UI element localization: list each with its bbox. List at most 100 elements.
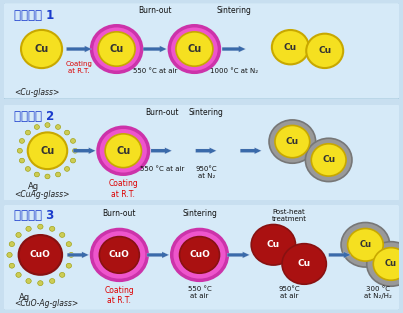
Circle shape (45, 123, 50, 127)
Text: Burn-out: Burn-out (138, 6, 172, 15)
Circle shape (64, 167, 70, 171)
Circle shape (50, 226, 55, 231)
Circle shape (269, 120, 316, 163)
Circle shape (45, 174, 50, 179)
Circle shape (172, 229, 227, 280)
Circle shape (56, 125, 60, 129)
Text: Ag: Ag (28, 182, 39, 191)
Circle shape (180, 237, 220, 273)
Circle shape (25, 167, 31, 171)
FancyArrow shape (143, 46, 167, 52)
FancyBboxPatch shape (3, 2, 400, 100)
FancyArrow shape (195, 147, 216, 154)
Circle shape (66, 242, 72, 247)
Circle shape (251, 224, 295, 265)
Circle shape (60, 272, 65, 277)
Circle shape (91, 26, 141, 72)
Text: Coating
at R.T.: Coating at R.T. (104, 286, 134, 305)
Text: Cu: Cu (116, 146, 131, 156)
Circle shape (275, 126, 310, 158)
Circle shape (98, 127, 149, 174)
Text: 프로세스 1: 프로세스 1 (14, 9, 54, 22)
Circle shape (73, 148, 78, 153)
Text: Cu: Cu (187, 44, 202, 54)
Circle shape (367, 242, 403, 286)
FancyArrow shape (151, 147, 172, 154)
FancyArrow shape (329, 252, 351, 258)
Text: Burn-out: Burn-out (145, 108, 179, 117)
Text: <CuAg-glass>: <CuAg-glass> (14, 190, 69, 199)
Text: 1000 °C at N₂: 1000 °C at N₂ (210, 68, 258, 74)
Text: 300 °C
at N₂/H₂: 300 °C at N₂/H₂ (364, 286, 393, 299)
Text: Sintering: Sintering (189, 108, 224, 117)
Circle shape (272, 30, 309, 64)
Text: Cu: Cu (359, 240, 372, 249)
Text: Cu: Cu (110, 44, 124, 54)
Circle shape (26, 279, 31, 284)
Circle shape (306, 34, 343, 68)
Circle shape (91, 229, 147, 280)
Circle shape (100, 237, 139, 273)
Circle shape (71, 139, 76, 143)
Text: Sintering: Sintering (182, 209, 217, 218)
Text: Cu: Cu (318, 46, 331, 55)
Circle shape (7, 253, 12, 257)
FancyArrow shape (73, 147, 96, 154)
Text: Sintering: Sintering (216, 6, 251, 15)
Text: <Cu-glass>: <Cu-glass> (14, 88, 59, 97)
Text: Cu: Cu (286, 137, 299, 146)
Circle shape (37, 281, 43, 285)
Circle shape (9, 263, 15, 268)
Text: Cu: Cu (385, 259, 397, 269)
FancyArrow shape (66, 46, 92, 52)
FancyArrow shape (227, 252, 250, 258)
Text: Cu: Cu (34, 44, 49, 54)
Circle shape (9, 242, 15, 247)
Text: Burn-out: Burn-out (103, 209, 136, 218)
FancyBboxPatch shape (3, 104, 400, 202)
Text: Cu: Cu (40, 146, 54, 156)
FancyBboxPatch shape (3, 204, 400, 311)
Text: Post-heat
treatment: Post-heat treatment (272, 209, 307, 222)
Circle shape (50, 279, 55, 284)
Circle shape (71, 158, 76, 163)
Circle shape (311, 144, 346, 176)
Text: Cu: Cu (267, 240, 280, 249)
Circle shape (19, 158, 25, 163)
Text: <CuO-Ag-glass>: <CuO-Ag-glass> (14, 300, 78, 308)
FancyArrow shape (147, 252, 169, 258)
Circle shape (17, 148, 23, 153)
Circle shape (282, 244, 326, 284)
Circle shape (34, 125, 39, 129)
Text: 950°C
at air: 950°C at air (278, 286, 300, 299)
Text: 950°C
at N₂: 950°C at N₂ (195, 166, 217, 179)
Circle shape (176, 32, 213, 66)
Text: Cu: Cu (298, 259, 311, 269)
Circle shape (66, 263, 72, 268)
Circle shape (21, 30, 62, 68)
Circle shape (341, 223, 390, 267)
Text: CuO: CuO (109, 250, 130, 259)
FancyArrow shape (240, 147, 262, 154)
Circle shape (60, 233, 65, 237)
Circle shape (169, 26, 220, 72)
FancyArrow shape (67, 252, 89, 258)
Text: CuO: CuO (30, 250, 51, 259)
Circle shape (26, 226, 31, 231)
Circle shape (37, 224, 43, 229)
Circle shape (64, 130, 70, 135)
Text: CuO: CuO (189, 250, 210, 259)
Circle shape (34, 172, 39, 177)
Circle shape (98, 32, 135, 66)
Text: 550 °C at air: 550 °C at air (133, 68, 177, 74)
Circle shape (105, 134, 141, 168)
Text: 550 °C at air: 550 °C at air (140, 166, 184, 172)
FancyArrow shape (222, 46, 246, 52)
Text: Coating
at R.T.: Coating at R.T. (108, 179, 138, 199)
Circle shape (305, 138, 352, 182)
Circle shape (69, 253, 74, 257)
Text: Ag: Ag (19, 293, 30, 302)
Circle shape (28, 132, 67, 169)
Circle shape (25, 130, 31, 135)
Text: 프로세스 2: 프로세스 2 (14, 110, 54, 123)
